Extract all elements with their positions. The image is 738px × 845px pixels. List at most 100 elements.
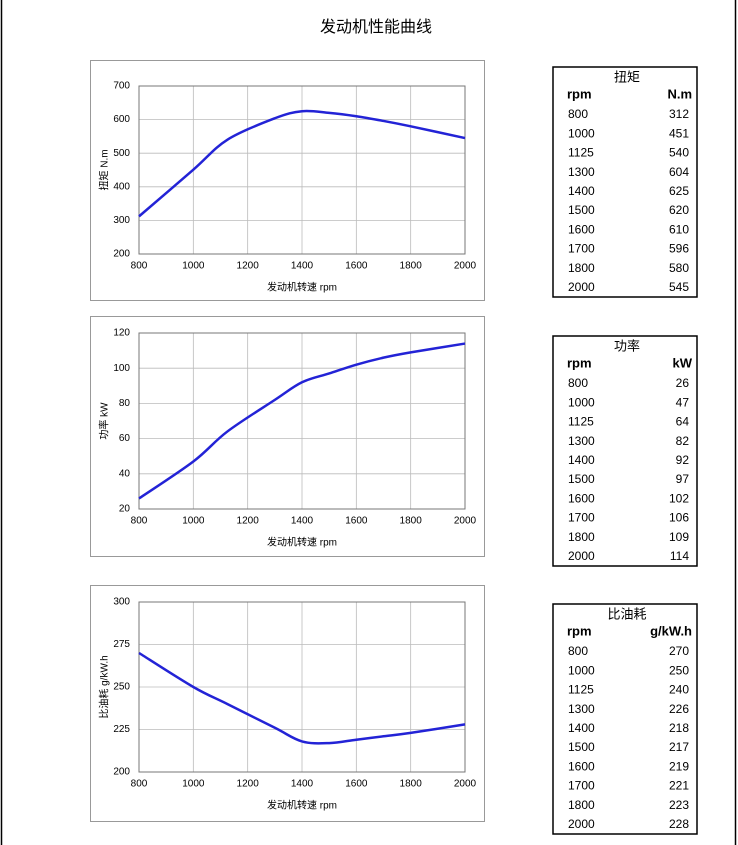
column-header: rpm	[567, 86, 592, 101]
x-tick-label: 1000	[182, 516, 205, 527]
x-tick-label: 800	[131, 261, 148, 272]
table-cell: 1400	[568, 721, 595, 735]
y-tick-label: 40	[119, 468, 131, 479]
table-cell: 1000	[568, 126, 595, 140]
table-cell: 97	[676, 472, 690, 486]
table-cell: 240	[669, 683, 689, 697]
table-cell: 1125	[568, 683, 594, 697]
table-cell: 1800	[568, 798, 595, 812]
x-axis-label: 发动机转速 rpm	[267, 536, 337, 549]
y-tick-label: 60	[119, 433, 131, 444]
x-tick-label: 1600	[345, 516, 368, 527]
table-cell: 1800	[568, 261, 595, 275]
x-tick-label: 1400	[291, 261, 314, 272]
y-tick-label: 700	[113, 81, 130, 92]
x-tick-label: 1800	[400, 779, 423, 790]
table-cell: 800	[568, 376, 588, 390]
table-frame	[552, 603, 698, 835]
table-cell: 64	[676, 415, 690, 429]
table-cell: 217	[669, 740, 689, 754]
x-tick-label: 1600	[345, 779, 368, 790]
column-header: N.m	[667, 86, 692, 101]
table-title: 扭矩	[614, 69, 640, 84]
x-tick-label: 1400	[291, 516, 314, 527]
table-cell: 106	[669, 511, 689, 525]
table-title: 比油耗	[607, 606, 646, 621]
x-tick-label: 1800	[400, 516, 423, 527]
y-axis-label: 功率 kW	[98, 402, 111, 440]
y-tick-label: 225	[113, 724, 130, 735]
table-cell: 540	[669, 146, 689, 160]
table-cell: 26	[676, 376, 690, 390]
plot-area	[138, 332, 466, 510]
plot-area	[138, 85, 466, 255]
table-cell: 1300	[568, 165, 595, 179]
table-cell: 1600	[568, 222, 595, 236]
x-tick-label: 800	[131, 516, 148, 527]
x-tick-label: 2000	[454, 779, 477, 790]
table-cell: 270	[669, 644, 689, 658]
page-title: 发动机性能曲线	[320, 18, 432, 36]
data-line	[138, 651, 466, 745]
y-tick-label: 400	[113, 181, 130, 192]
table-cell: 800	[568, 644, 588, 658]
table-cell: 218	[669, 721, 689, 735]
x-axis-label: 发动机转速 rpm	[267, 281, 337, 294]
table-cell: 1125	[568, 146, 594, 160]
table-cell: 1300	[568, 434, 595, 448]
table-cell: 312	[669, 107, 689, 121]
table-cell: 228	[669, 817, 689, 831]
table-cell: 1500	[568, 740, 595, 754]
table-cell: 1400	[568, 453, 595, 467]
x-tick-label: 2000	[454, 261, 477, 272]
table-cell: 219	[669, 759, 689, 773]
y-tick-label: 80	[119, 398, 131, 409]
table-cell: 620	[669, 203, 689, 217]
column-header: g/kW.h	[650, 623, 692, 638]
x-tick-label: 1200	[237, 261, 260, 272]
x-tick-label: 1200	[237, 779, 260, 790]
y-tick-label: 100	[113, 363, 130, 374]
table-cell: 250	[669, 663, 689, 677]
table-cell: 47	[676, 395, 690, 409]
y-tick-label: 500	[113, 148, 130, 159]
table-cell: 1125	[568, 415, 594, 429]
table-cell: 1400	[568, 184, 595, 198]
y-tick-label: 200	[113, 249, 130, 260]
chart-frame	[90, 585, 485, 822]
table-cell: 1500	[568, 203, 595, 217]
chart-frame	[90, 316, 485, 557]
table-cell: 1700	[568, 779, 595, 793]
table-frame	[552, 66, 698, 298]
table-cell: 223	[669, 798, 689, 812]
x-tick-label: 2000	[454, 516, 477, 527]
table-cell: 1700	[568, 242, 595, 256]
data-line	[138, 109, 466, 218]
table-cell: 114	[670, 549, 689, 563]
table-cell: 1300	[568, 702, 595, 716]
table-cell: 610	[669, 222, 689, 236]
column-header: rpm	[567, 355, 592, 370]
column-header: kW	[673, 355, 693, 370]
y-tick-label: 300	[113, 215, 130, 226]
chart-frame	[90, 60, 485, 301]
table-cell: 1600	[568, 491, 595, 505]
table-cell: 2000	[568, 817, 595, 831]
table-cell: 580	[669, 261, 689, 275]
table-title: 功率	[614, 338, 640, 353]
table-cell: 1500	[568, 472, 595, 486]
x-tick-label: 1000	[182, 261, 205, 272]
x-tick-label: 1800	[400, 261, 423, 272]
y-tick-label: 300	[113, 597, 130, 608]
x-tick-label: 1400	[291, 779, 314, 790]
table-cell: 1000	[568, 663, 595, 677]
table-cell: 596	[669, 242, 689, 256]
x-tick-label: 800	[131, 779, 148, 790]
y-axis-label: 比油耗 g/kW.h	[98, 655, 111, 718]
x-tick-label: 1600	[345, 261, 368, 272]
table-cell: 604	[669, 165, 689, 179]
y-tick-label: 275	[113, 639, 130, 650]
table-cell: 82	[676, 434, 690, 448]
